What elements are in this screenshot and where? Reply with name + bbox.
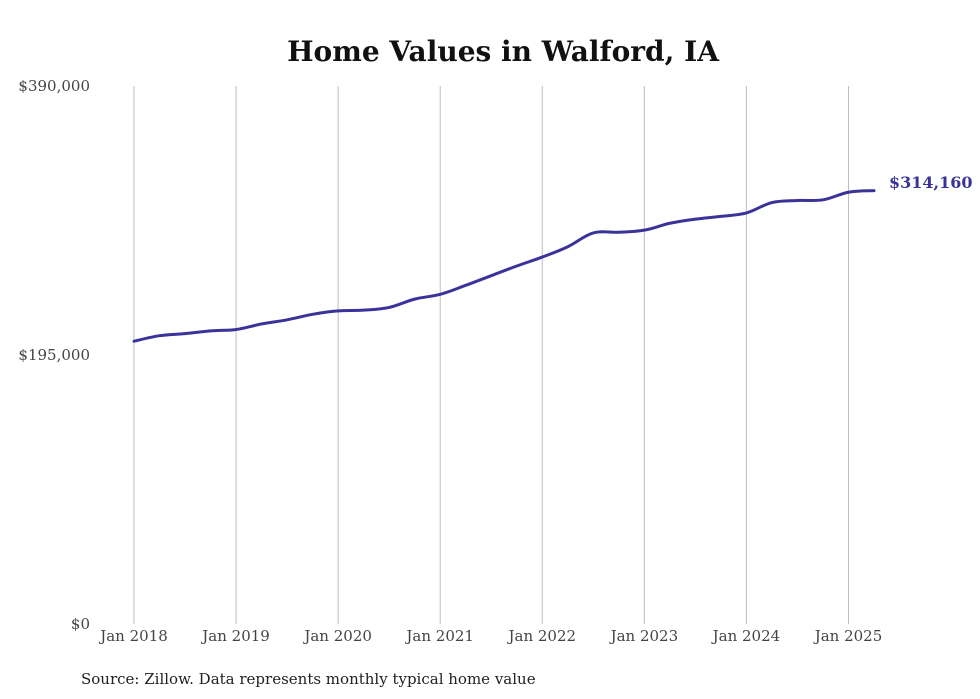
chart-title: Home Values in Walford, IA: [287, 35, 720, 68]
x-tick-label: Jan 2018: [98, 627, 168, 645]
x-tick-label: Jan 2019: [200, 627, 270, 645]
y-tick-label: $390,000: [18, 77, 90, 95]
x-tick-label: Jan 2020: [302, 627, 372, 645]
source-note: Source: Zillow. Data represents monthly …: [81, 670, 536, 688]
series-layer: [132, 189, 876, 343]
x-tick-label: Jan 2024: [711, 627, 781, 645]
x-tick-label: Jan 2023: [609, 627, 679, 645]
x-tick-label: Jan 2022: [506, 627, 576, 645]
x-tick-label: Jan 2025: [813, 627, 883, 645]
y-axis-ticks: $0 $195,000 $390,000: [18, 77, 90, 633]
last-value-label: $314,160: [889, 173, 973, 192]
series-line: [132, 189, 876, 343]
x-tick-label: Jan 2021: [404, 627, 474, 645]
y-tick-label: $195,000: [18, 346, 90, 364]
gridlines: [133, 86, 849, 624]
x-axis-ticks: Jan 2018 Jan 2019 Jan 2020 Jan 2021 Jan 2022…: [98, 627, 882, 645]
y-tick-label: $0: [71, 615, 90, 633]
